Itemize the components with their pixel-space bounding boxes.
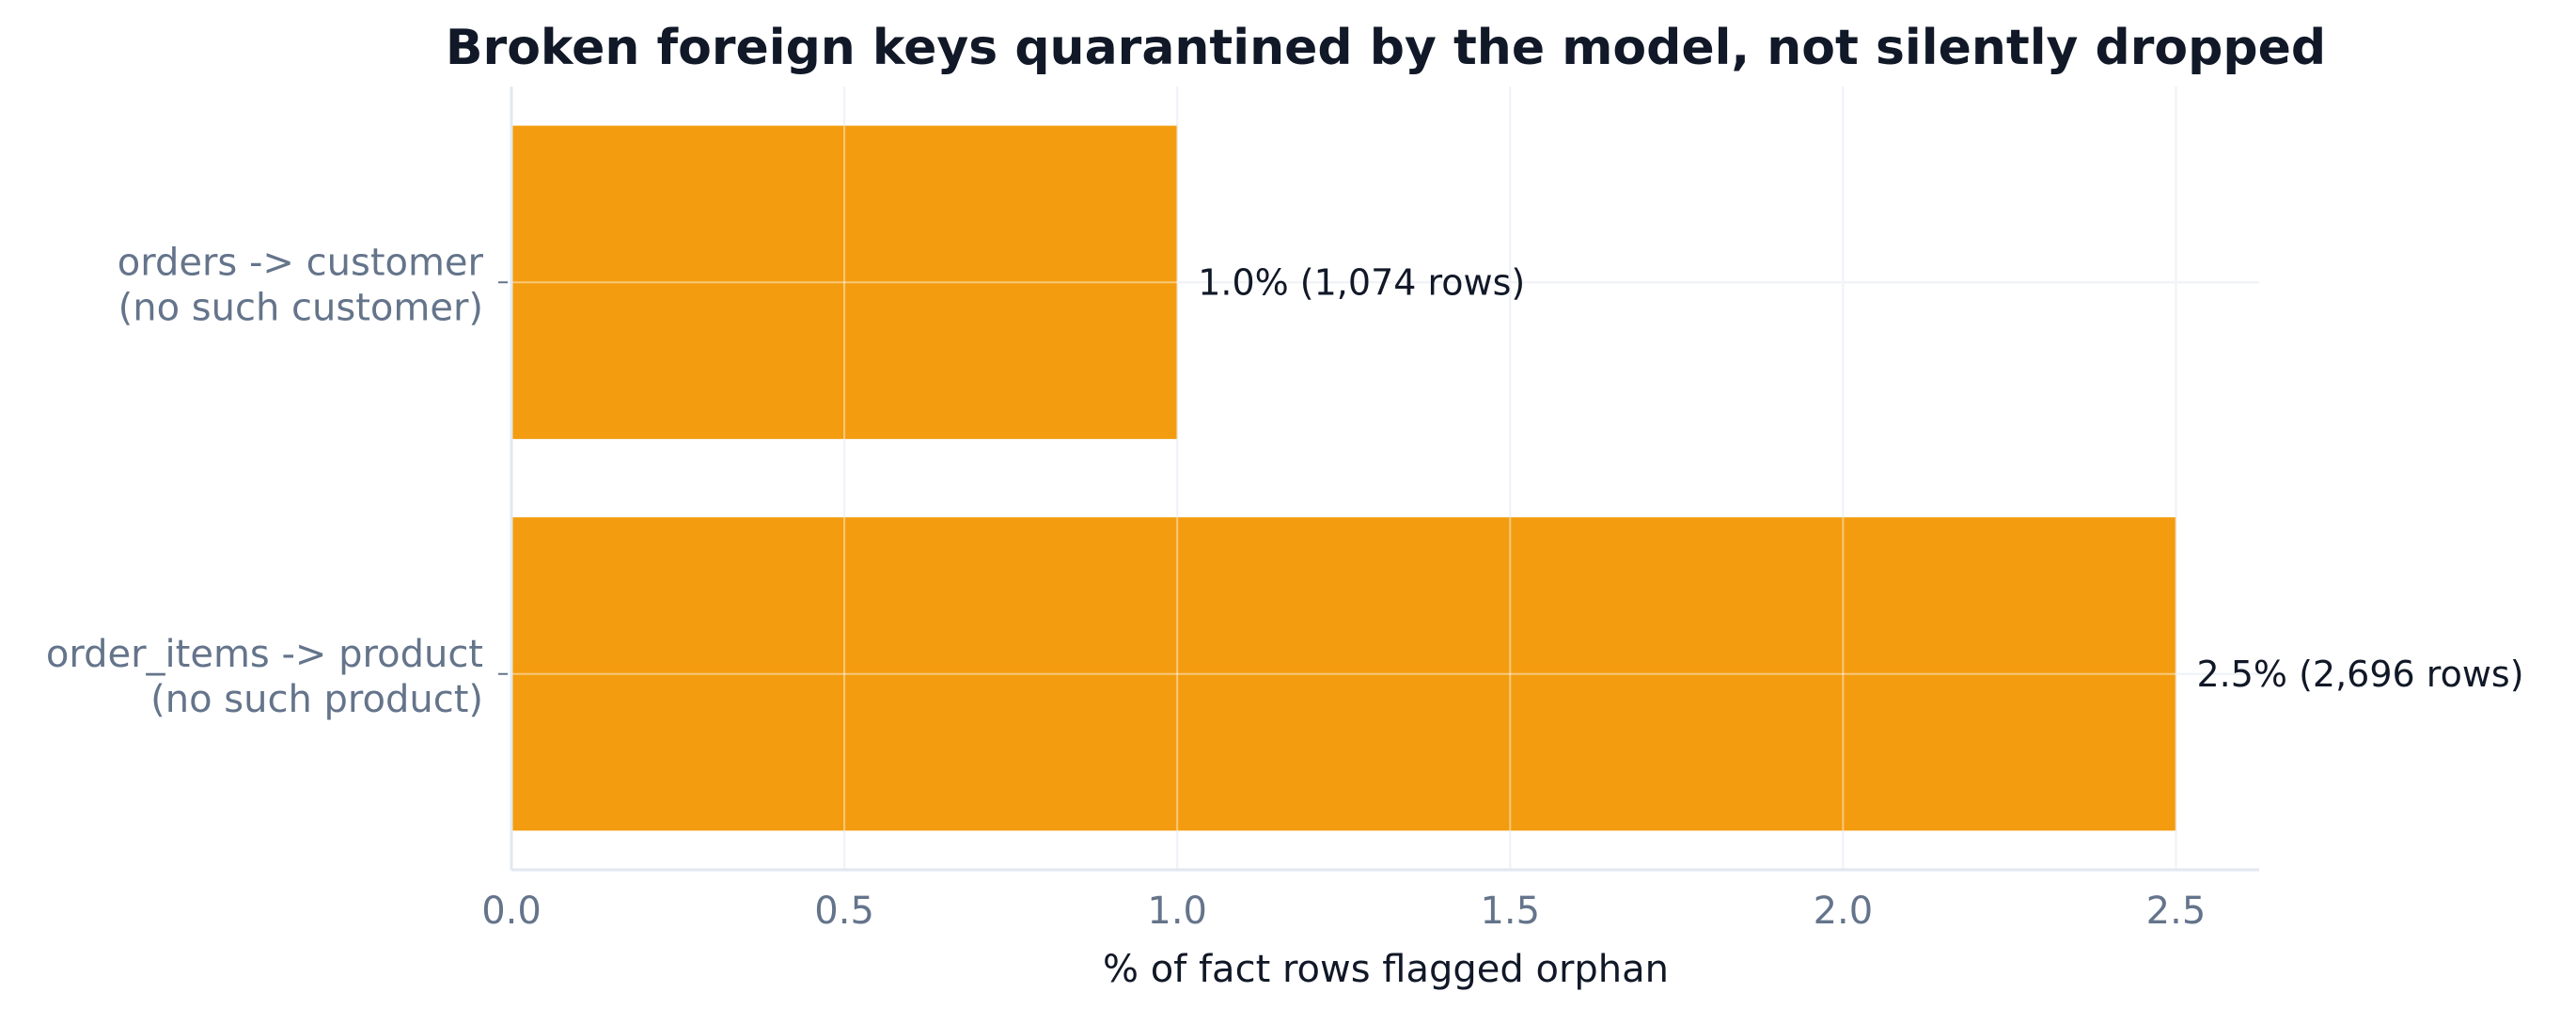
x-axis-ticks: 0.0 0.5 1.0 1.5 2.0 2.5 bbox=[481, 890, 2206, 933]
y-category-label-line: (no such product) bbox=[150, 678, 483, 721]
bar bbox=[511, 517, 2176, 831]
bar-value-label: 2.5% (2,696 rows) bbox=[2196, 654, 2523, 695]
axes bbox=[510, 87, 2259, 872]
y-category-label-line: orders -> customer bbox=[118, 241, 484, 284]
bars bbox=[511, 125, 2176, 831]
x-tick-label: 0.0 bbox=[481, 890, 542, 933]
y-category-label-line: (no such customer) bbox=[118, 286, 483, 329]
chart-title: Broken foreign keys quarantined by the m… bbox=[446, 20, 2326, 76]
x-tick-label: 2.0 bbox=[1814, 890, 1874, 933]
y-axis-labels: orders -> customer (no such customer)orde… bbox=[46, 241, 508, 721]
x-tick-label: 1.5 bbox=[1480, 890, 1540, 933]
bar bbox=[511, 125, 1178, 439]
x-tick-label: 0.5 bbox=[814, 890, 874, 933]
y-category-label-line: order_items -> product bbox=[46, 633, 483, 676]
y-category-label: orders -> customer (no such customer) bbox=[118, 241, 484, 329]
x-tick-label: 2.5 bbox=[2146, 890, 2207, 933]
x-axis-title: % of fact rows flagged orphan bbox=[1103, 948, 1669, 991]
x-tick-label: 1.0 bbox=[1147, 890, 1207, 933]
y-category-label: order_items -> product (no such product) bbox=[46, 633, 483, 721]
data-labels: 1.0% (1,074 rows) 2.5% (2,696 rows) bbox=[1198, 261, 2523, 695]
bar-value-label: 1.0% (1,074 rows) bbox=[1198, 261, 1525, 303]
